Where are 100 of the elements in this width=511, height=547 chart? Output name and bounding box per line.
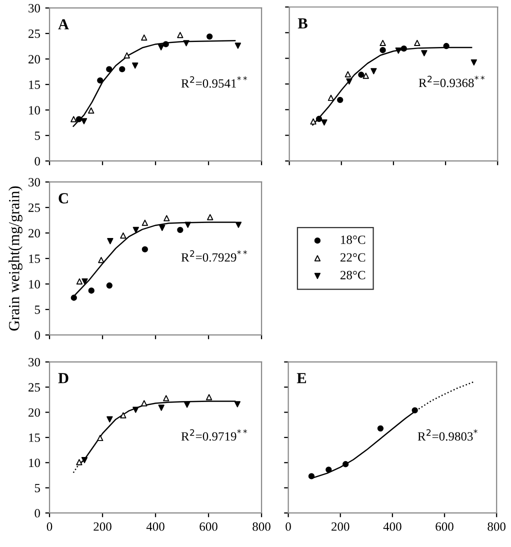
point: [380, 40, 386, 46]
legend-label: 28°C: [340, 270, 366, 280]
point: [158, 404, 164, 411]
point: [119, 66, 126, 72]
y-tick-label: 25: [28, 383, 40, 392]
point: [120, 232, 126, 239]
y-tick-label: 30: [28, 4, 40, 12]
y-tick-label: 20: [28, 408, 40, 417]
x-tick-label: 200: [94, 522, 112, 531]
point: [184, 402, 190, 408]
point: [177, 226, 184, 234]
point: [234, 401, 240, 408]
point: [81, 457, 88, 464]
point: [206, 33, 213, 40]
point: [88, 288, 94, 294]
y-axis-title: Grain weight(mg/grain): [8, 186, 22, 331]
point: [400, 45, 407, 52]
x-tick-label: 800: [488, 522, 506, 531]
text: D: [58, 373, 68, 384]
y-tick-label: 5: [34, 132, 40, 140]
point: [97, 434, 104, 442]
annotation: R$^{2}$=0.7929$^{**}$: [181, 250, 248, 262]
x-tick-label: 400: [146, 522, 164, 531]
x-tick-label: 400: [383, 522, 402, 531]
text: A: [58, 19, 69, 30]
point: [308, 473, 315, 480]
y-tick-label: 10: [29, 106, 40, 114]
point: [206, 394, 212, 400]
point: [414, 40, 420, 46]
point: [107, 238, 114, 244]
point: [124, 52, 130, 58]
x-tick-label: 600: [436, 522, 454, 531]
point: [412, 407, 418, 414]
point: [97, 77, 104, 84]
text: C: [58, 193, 68, 204]
point: [88, 107, 94, 114]
point: [120, 412, 126, 418]
point: [235, 222, 242, 228]
point: [310, 118, 316, 125]
point: [76, 116, 82, 122]
point: [76, 459, 82, 466]
y-tick-label: 0: [34, 331, 40, 340]
x-tick-label: 0: [46, 522, 52, 531]
point: [98, 256, 104, 264]
point: [82, 278, 88, 285]
point: [321, 119, 328, 126]
legend-label: 18°C: [341, 236, 366, 244]
x-tick-label: 0: [286, 522, 291, 531]
x-tick-label: 800: [252, 522, 270, 531]
point: [207, 214, 214, 220]
point: [70, 294, 77, 301]
point: [421, 50, 428, 56]
annotation: R$^{2}$=0.9719$^{**}$: [181, 429, 248, 441]
y-tick-label: 5: [34, 306, 40, 314]
y-tick-label: 10: [29, 280, 40, 288]
annotation: R$^{2}$=0.9803$^{*}$: [418, 429, 478, 441]
point: [159, 224, 166, 231]
y-tick-label: 5: [34, 484, 40, 492]
point: [358, 72, 364, 78]
y-tick-label: 30: [28, 358, 40, 366]
point: [342, 461, 349, 468]
point: [162, 41, 169, 48]
point: [316, 116, 322, 122]
point: [362, 72, 369, 79]
point: [377, 425, 384, 432]
y-tick-label: 0: [34, 157, 40, 166]
point: [106, 282, 112, 289]
point: [470, 59, 478, 66]
point: [380, 47, 386, 54]
point: [132, 62, 138, 69]
x-tick-label: 600: [200, 522, 218, 531]
annotation: R$^{2}$=0.9541$^{**}$: [181, 76, 248, 88]
point: [141, 34, 148, 41]
y-tick-label: 10: [29, 458, 40, 468]
point: [370, 68, 377, 74]
point: [106, 416, 113, 422]
point: [234, 42, 242, 49]
point: [328, 94, 334, 101]
y-tick-label: 15: [29, 434, 40, 442]
y-tick-label: 25: [28, 204, 40, 212]
y-tick-label: 25: [28, 30, 40, 38]
point: [106, 66, 112, 72]
point: [164, 215, 170, 222]
y-tick-label: 20: [28, 55, 40, 64]
point: [344, 71, 351, 78]
point: [70, 116, 77, 122]
point: [80, 118, 88, 124]
legend-label: 22°C: [340, 253, 366, 262]
point: [184, 222, 191, 228]
point: [141, 400, 148, 406]
point: [132, 406, 139, 413]
point: [177, 32, 184, 38]
point: [346, 78, 352, 85]
y-tick-label: 15: [29, 80, 40, 89]
y-tick-label: 30: [28, 178, 40, 186]
point: [163, 395, 170, 402]
point: [337, 96, 344, 103]
x-tick-label: 200: [332, 522, 350, 531]
point: [443, 42, 450, 50]
point: [395, 48, 402, 54]
